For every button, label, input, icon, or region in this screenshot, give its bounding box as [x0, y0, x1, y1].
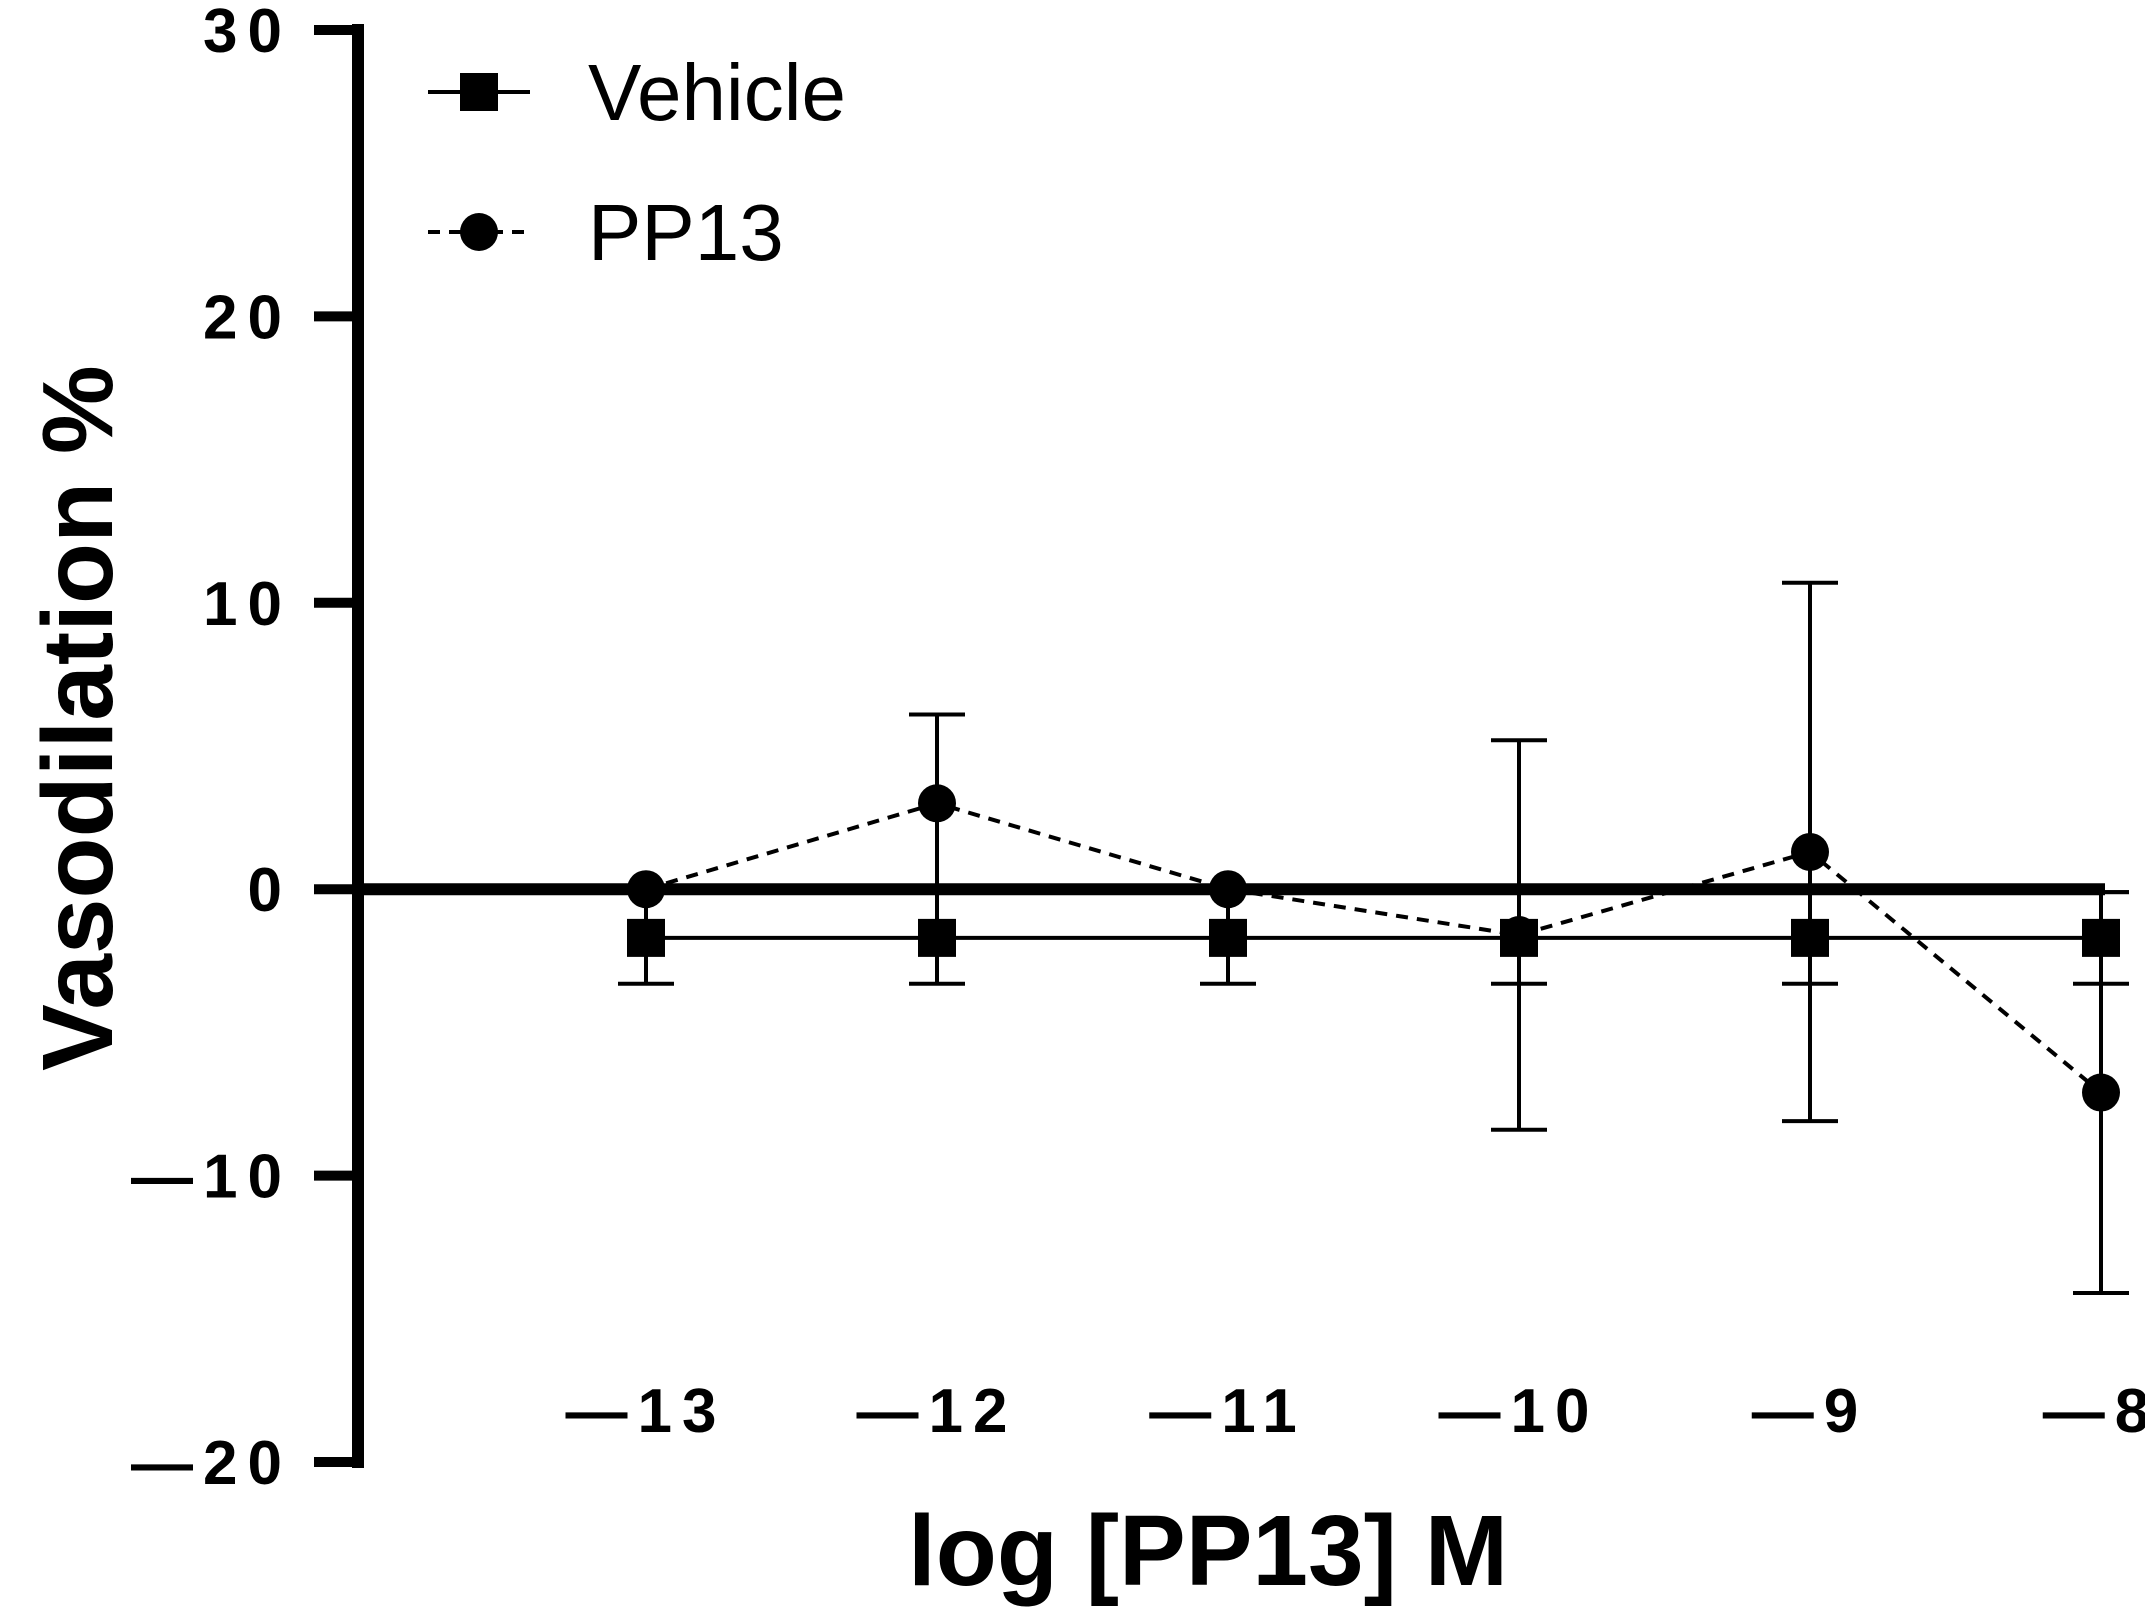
x-axis-title: log [PP13] M: [908, 1495, 1508, 1607]
series-layer: [618, 580, 2129, 1296]
data-point: [918, 918, 956, 957]
legend: Vehicle PP13: [428, 48, 846, 277]
data-point: [1500, 916, 1538, 955]
y-tick-label: 30: [203, 0, 292, 66]
legend-marker-square: [460, 73, 498, 111]
legend-marker-circle: [460, 213, 498, 251]
data-point: [918, 784, 956, 823]
x-tick-label: —10: [1439, 1377, 1600, 1446]
x-tick-label: —9: [1752, 1377, 1868, 1446]
y-axis-title: Vasodilation %: [22, 365, 134, 1071]
data-point: [1209, 870, 1247, 909]
data-point: [627, 870, 665, 909]
x-tick-label: —8: [2043, 1377, 2145, 1446]
y-tick-label: 0: [248, 856, 292, 925]
y-tick-label: 10: [203, 570, 292, 639]
y-tick-label: —10: [131, 1143, 292, 1212]
data-point: [1791, 832, 1829, 871]
series-line: [645, 801, 2103, 1095]
legend-label: Vehicle: [588, 48, 846, 137]
data-point: [627, 918, 665, 957]
y-tick-label: —20: [131, 1429, 292, 1498]
y-axis: 30 20 10 0 —10 —20: [131, 0, 364, 1498]
x-tick-label: —11: [1149, 1377, 1307, 1446]
series-vehicle: [618, 890, 2129, 986]
data-point: [1209, 918, 1247, 957]
x-tick-label: —12: [857, 1377, 1018, 1446]
y-tick-label: 20: [203, 283, 292, 352]
data-point: [2082, 1073, 2120, 1112]
x-tick-label: —13: [566, 1377, 727, 1446]
series-pp13: [627, 580, 2129, 1296]
x-axis: —13 —12 —11 —10 —9 —8: [358, 883, 2145, 1446]
legend-label: PP13: [588, 188, 784, 277]
